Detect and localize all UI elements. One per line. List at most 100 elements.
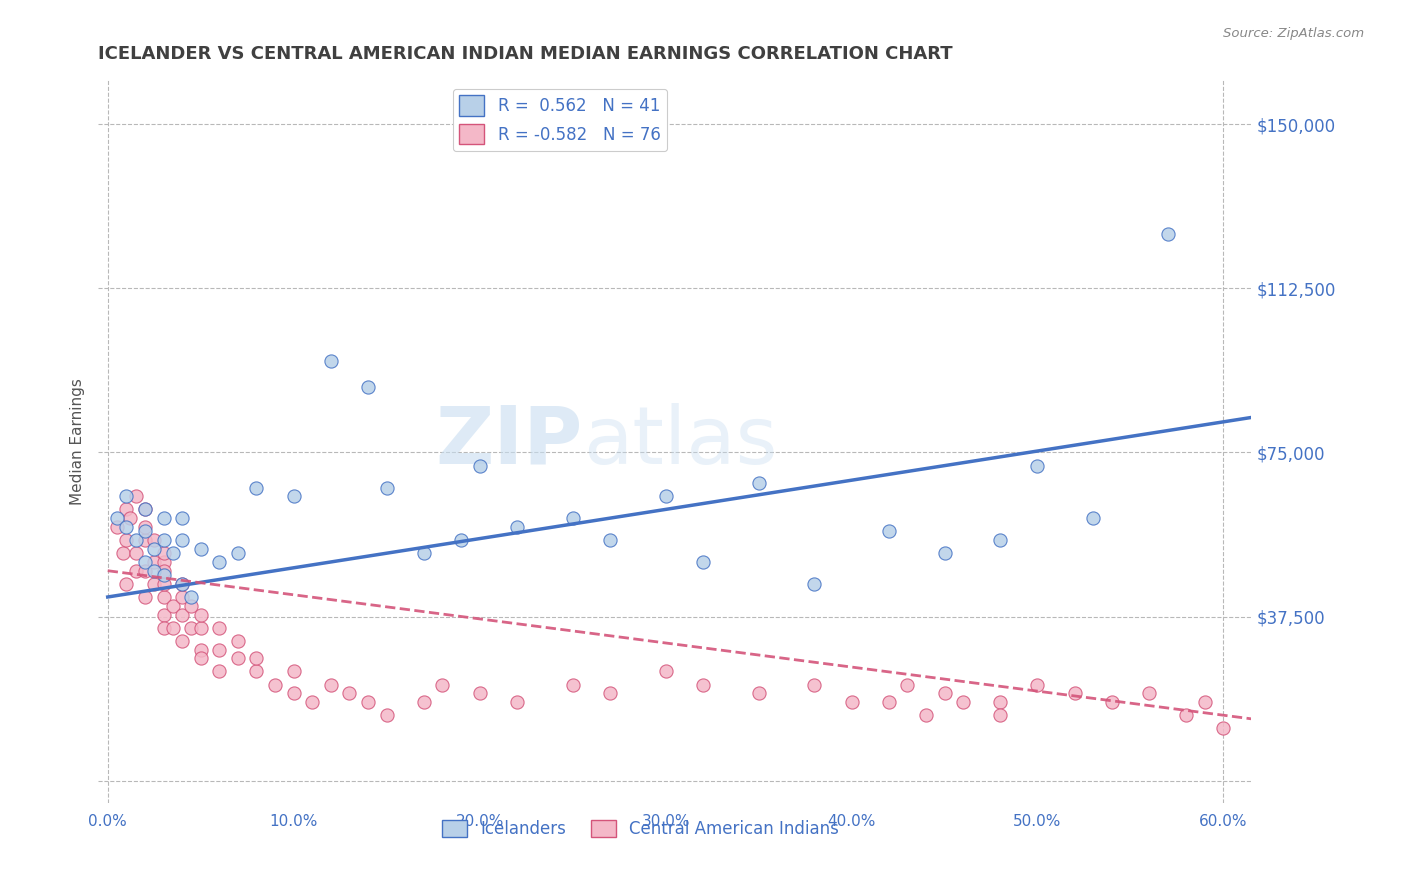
Point: [283, 686, 305, 700]
Point: [803, 577, 825, 591]
Point: [124, 489, 146, 503]
Point: [357, 380, 380, 394]
Point: [915, 708, 938, 723]
Point: [1156, 227, 1178, 241]
Point: [226, 633, 249, 648]
Point: [172, 577, 194, 591]
Text: atlas: atlas: [582, 402, 778, 481]
Point: [172, 633, 194, 648]
Point: [357, 695, 380, 709]
Point: [190, 642, 212, 657]
Point: [599, 533, 621, 547]
Point: [105, 511, 128, 525]
Point: [1026, 458, 1049, 473]
Point: [152, 590, 174, 604]
Point: [245, 481, 267, 495]
Point: [506, 520, 529, 534]
Point: [654, 489, 676, 503]
Text: ZIP: ZIP: [436, 402, 582, 481]
Point: [1212, 722, 1234, 736]
Point: [143, 533, 166, 547]
Point: [105, 520, 128, 534]
Point: [748, 686, 770, 700]
Point: [934, 546, 956, 560]
Point: [301, 695, 323, 709]
Point: [1194, 695, 1216, 709]
Point: [152, 568, 174, 582]
Point: [561, 511, 583, 525]
Point: [506, 695, 529, 709]
Point: [988, 695, 1011, 709]
Point: [124, 533, 146, 547]
Point: [172, 607, 194, 622]
Point: [124, 564, 146, 578]
Point: [134, 502, 156, 516]
Point: [561, 677, 583, 691]
Point: [152, 533, 174, 547]
Point: [134, 555, 156, 569]
Point: [118, 511, 141, 525]
Point: [172, 511, 194, 525]
Point: [180, 599, 202, 613]
Point: [952, 695, 974, 709]
Point: [162, 621, 184, 635]
Point: [468, 458, 491, 473]
Point: [692, 677, 714, 691]
Point: [599, 686, 621, 700]
Point: [190, 651, 212, 665]
Point: [1083, 511, 1105, 525]
Point: [988, 533, 1011, 547]
Point: [803, 677, 825, 691]
Point: [115, 502, 138, 516]
Point: [1137, 686, 1160, 700]
Point: [208, 642, 231, 657]
Point: [115, 489, 138, 503]
Point: [1101, 695, 1123, 709]
Point: [152, 607, 174, 622]
Point: [180, 590, 202, 604]
Point: [152, 577, 174, 591]
Point: [152, 621, 174, 635]
Point: [111, 546, 134, 560]
Y-axis label: Median Earnings: Median Earnings: [69, 378, 84, 505]
Point: [172, 533, 194, 547]
Point: [339, 686, 361, 700]
Point: [134, 590, 156, 604]
Point: [115, 577, 138, 591]
Point: [162, 599, 184, 613]
Point: [143, 564, 166, 578]
Point: [190, 541, 212, 556]
Point: [152, 546, 174, 560]
Point: [877, 695, 900, 709]
Text: ICELANDER VS CENTRAL AMERICAN INDIAN MEDIAN EARNINGS CORRELATION CHART: ICELANDER VS CENTRAL AMERICAN INDIAN MED…: [98, 45, 953, 63]
Point: [1063, 686, 1085, 700]
Point: [1175, 708, 1198, 723]
Point: [283, 489, 305, 503]
Point: [143, 555, 166, 569]
Point: [115, 533, 138, 547]
Point: [152, 564, 174, 578]
Point: [172, 590, 194, 604]
Point: [143, 577, 166, 591]
Point: [208, 621, 231, 635]
Point: [152, 555, 174, 569]
Point: [152, 511, 174, 525]
Point: [208, 665, 231, 679]
Point: [877, 524, 900, 539]
Point: [412, 695, 434, 709]
Point: [162, 546, 184, 560]
Point: [245, 651, 267, 665]
Point: [264, 677, 287, 691]
Point: [134, 564, 156, 578]
Point: [375, 708, 398, 723]
Point: [134, 520, 156, 534]
Point: [134, 524, 156, 539]
Point: [896, 677, 918, 691]
Point: [134, 502, 156, 516]
Point: [208, 555, 231, 569]
Text: Source: ZipAtlas.com: Source: ZipAtlas.com: [1223, 27, 1364, 40]
Point: [375, 481, 398, 495]
Point: [432, 677, 454, 691]
Point: [226, 651, 249, 665]
Point: [172, 577, 194, 591]
